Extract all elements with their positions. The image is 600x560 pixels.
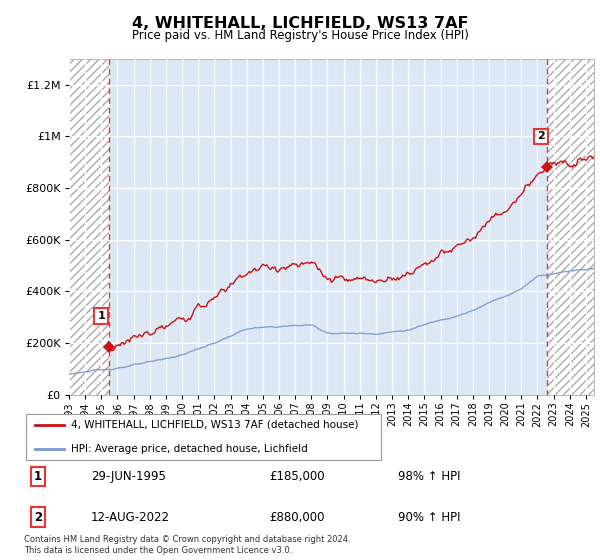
Text: 2: 2	[34, 511, 42, 524]
Text: Contains HM Land Registry data © Crown copyright and database right 2024.
This d: Contains HM Land Registry data © Crown c…	[24, 535, 350, 555]
Bar	[547, 59, 594, 395]
Text: 1: 1	[97, 311, 105, 321]
Text: 12-AUG-2022: 12-AUG-2022	[91, 511, 170, 524]
Text: 4, WHITEHALL, LICHFIELD, WS13 7AF (detached house): 4, WHITEHALL, LICHFIELD, WS13 7AF (detac…	[71, 419, 358, 430]
Text: £880,000: £880,000	[269, 511, 325, 524]
Text: 98% ↑ HPI: 98% ↑ HPI	[398, 470, 460, 483]
Text: 29-JUN-1995: 29-JUN-1995	[91, 470, 166, 483]
Text: 4, WHITEHALL, LICHFIELD, WS13 7AF: 4, WHITEHALL, LICHFIELD, WS13 7AF	[132, 16, 468, 31]
FancyBboxPatch shape	[26, 414, 382, 460]
Text: 1: 1	[34, 470, 42, 483]
Text: Price paid vs. HM Land Registry's House Price Index (HPI): Price paid vs. HM Land Registry's House …	[131, 29, 469, 42]
Text: £185,000: £185,000	[269, 470, 325, 483]
Text: 2: 2	[537, 132, 545, 141]
Text: HPI: Average price, detached house, Lichfield: HPI: Average price, detached house, Lich…	[71, 444, 308, 454]
Bar	[69, 59, 109, 395]
Text: 90% ↑ HPI: 90% ↑ HPI	[398, 511, 460, 524]
